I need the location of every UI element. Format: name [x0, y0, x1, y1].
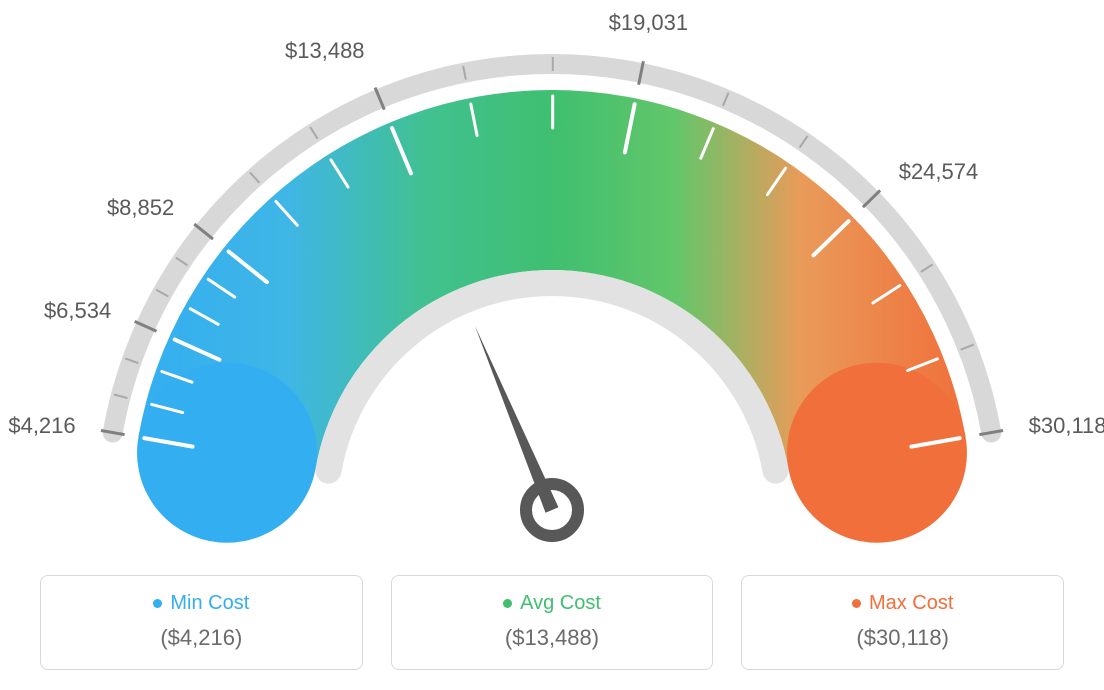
avg-cost-label: Avg Cost [520, 592, 601, 615]
gauge-tick-label: $19,031 [609, 10, 689, 36]
avg-cost-card: Avg Cost ($13,488) [391, 575, 714, 670]
min-cost-dot [153, 599, 162, 608]
max-cost-value: ($30,118) [742, 625, 1063, 651]
summary-cards: Min Cost ($4,216) Avg Cost ($13,488) Max… [40, 575, 1064, 670]
min-cost-label: Min Cost [170, 592, 249, 615]
max-cost-dot [852, 599, 861, 608]
gauge-tick-label: $4,216 [8, 413, 75, 439]
avg-cost-title: Avg Cost [503, 592, 601, 615]
max-cost-label: Max Cost [869, 592, 953, 615]
gauge-tick-label: $24,574 [899, 159, 979, 185]
gauge-tick-label: $13,488 [285, 38, 365, 64]
max-cost-card: Max Cost ($30,118) [741, 575, 1064, 670]
min-cost-card: Min Cost ($4,216) [40, 575, 363, 670]
gauge-tick-label: $30,118 [1029, 413, 1104, 439]
gauge-tick-label: $8,852 [107, 195, 174, 221]
min-cost-title: Min Cost [153, 592, 249, 615]
min-cost-value: ($4,216) [41, 625, 362, 651]
cost-gauge-chart: $4,216 $6,534 $8,852 $13,488 $19,031 $24,574 $… [0, 0, 1104, 690]
gauge-svg [52, 40, 1052, 580]
max-cost-title: Max Cost [852, 592, 953, 615]
avg-cost-value: ($13,488) [392, 625, 713, 651]
gauge-area: $4,216 $6,534 $8,852 $13,488 $19,031 $24,574 $… [0, 0, 1104, 560]
avg-cost-dot [503, 599, 512, 608]
gauge-tick-label: $6,534 [44, 298, 111, 324]
